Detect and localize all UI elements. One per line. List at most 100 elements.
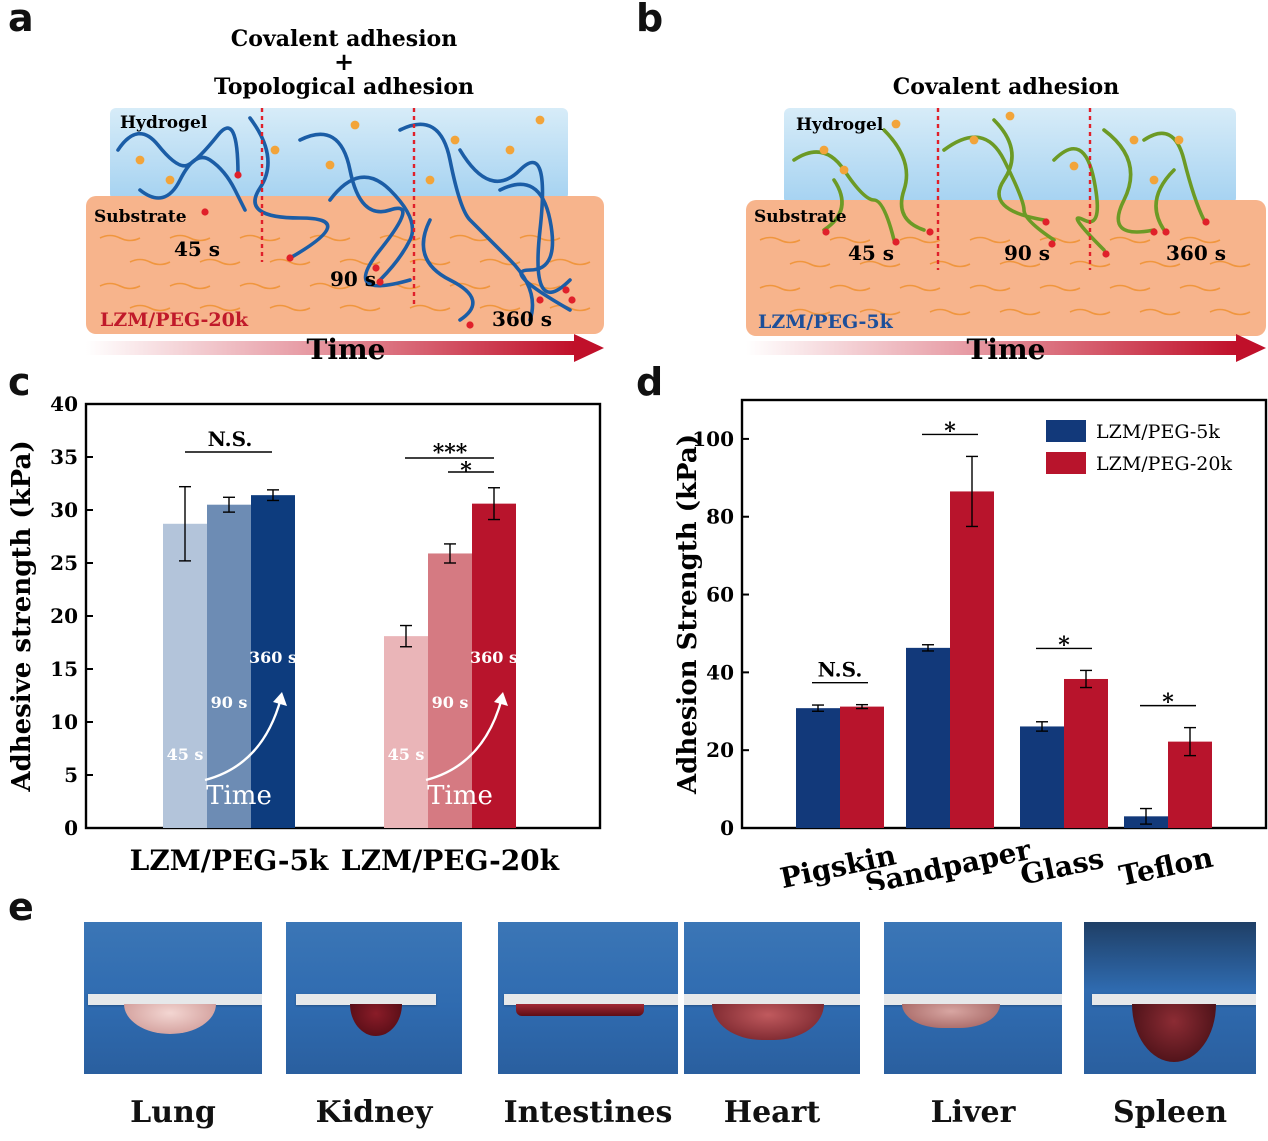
kidney-tissue <box>350 1004 402 1036</box>
chain-end-dot <box>926 228 934 236</box>
substrate-wave <box>339 258 381 266</box>
crosslink-bead <box>819 145 829 155</box>
substrate-wave <box>1209 308 1251 316</box>
panel-a-time-label: Time <box>307 333 386 366</box>
polymer-chain <box>458 148 572 294</box>
panel-a-hydrogel-label: Hydrogel <box>120 113 208 133</box>
substrate-wave <box>789 308 831 316</box>
y-tick-label: 35 <box>50 445 78 469</box>
panel-b-letter: b <box>636 0 664 40</box>
substrate-wave <box>409 304 451 312</box>
panel-a-time-arrow <box>86 341 574 355</box>
polymer-chain <box>328 175 415 282</box>
panel-a-time-90: 90 s <box>330 267 376 291</box>
substrate-wave <box>1139 260 1181 268</box>
substrate-wave <box>969 284 1011 292</box>
chain-end-dot <box>536 296 544 304</box>
bar <box>428 553 472 828</box>
time-curve-label: Time <box>206 781 272 811</box>
crosslink-bead <box>891 119 901 129</box>
substrate-wave <box>999 260 1041 268</box>
sig-label: * <box>944 418 956 444</box>
x-category-label: LZM/PEG-5k <box>130 844 329 877</box>
bar <box>384 636 428 828</box>
legend-label: LZM/PEG-5k <box>1096 421 1220 443</box>
substrate-wave <box>759 236 801 244</box>
bar <box>840 706 884 828</box>
chain-end-dot <box>1202 218 1210 226</box>
sig-label: N.S. <box>208 427 253 451</box>
substrate-wave <box>859 308 901 316</box>
panel-b-title: Covalent adhesion <box>893 74 1119 100</box>
spleen-tissue <box>1132 1004 1216 1062</box>
substrate-wave <box>1039 284 1081 292</box>
substrate-wave <box>309 234 351 242</box>
chain-end-dot <box>562 286 570 294</box>
panel-e-letter: e <box>8 885 34 929</box>
time-curve-arrowhead <box>273 692 287 706</box>
x-category-label: Glass <box>1017 842 1106 890</box>
chain-end-dot <box>1150 228 1158 236</box>
polymer-chain <box>822 178 844 232</box>
bar <box>796 708 840 828</box>
polymer-chain <box>1154 168 1176 232</box>
chain-end-dot <box>372 264 380 272</box>
panel-a-material-label: LZM/PEG-20k <box>100 309 249 331</box>
crosslink-bead <box>839 165 849 175</box>
y-tick-label: 30 <box>50 498 78 522</box>
polymer-chain <box>1052 147 1106 252</box>
panel-a-substrate-layer <box>86 196 604 334</box>
substrate-wave <box>199 304 241 312</box>
bar <box>1020 726 1064 828</box>
panel-b-substrate-label: Substrate <box>754 207 847 227</box>
legend-swatch <box>1046 452 1086 474</box>
bar-time-label: 360 s <box>470 648 518 667</box>
y-tick-label: 0 <box>720 816 734 840</box>
plot-frame <box>740 398 1268 830</box>
crosslink-bead <box>505 145 515 155</box>
time-curve-arrow <box>425 697 504 782</box>
polymer-chain <box>792 150 896 242</box>
y-tick-label: 60 <box>706 583 734 607</box>
organ-label-spleen: Spleen <box>1112 1095 1228 1130</box>
substrate-wave <box>759 284 801 292</box>
polymer-chain <box>882 128 926 232</box>
substrate-wave <box>1179 236 1221 244</box>
substrate-wave <box>899 284 941 292</box>
heart-tissue <box>712 1004 824 1040</box>
photo-spleen <box>1084 922 1256 1074</box>
panel-b-material-label: LZM/PEG-5k <box>758 311 894 333</box>
chain-end-dot <box>376 278 384 286</box>
y-tick-label: 20 <box>706 738 734 762</box>
bar-time-label: 45 s <box>388 745 425 764</box>
time-curve-arrowhead <box>494 692 508 706</box>
substrate-wave <box>1109 236 1151 244</box>
sig-label: * <box>460 458 472 484</box>
crosslink-bead <box>1129 135 1139 145</box>
panel-d-letter: d <box>636 360 664 404</box>
panel-a-time-360: 360 s <box>492 307 552 331</box>
y-tick-label: 20 <box>50 604 78 628</box>
chain-end-dot <box>1042 218 1050 226</box>
y-tick-label: 80 <box>706 505 734 529</box>
substrate-wave <box>239 234 281 242</box>
y-tick-label: 40 <box>706 660 734 684</box>
polymer-chain <box>421 218 475 322</box>
bar <box>950 491 994 828</box>
sig-label: * <box>1162 690 1174 716</box>
organ-label-liver: Liver <box>930 1095 1016 1130</box>
substrate-wave <box>99 282 141 290</box>
panel-a-substrate-label: Substrate <box>94 207 187 227</box>
substrate-wave <box>929 260 971 268</box>
bar <box>1064 678 1108 828</box>
intestines-tissue <box>516 1004 644 1016</box>
y-tick-label: 100 <box>692 427 734 451</box>
organ-label-heart: Heart <box>723 1095 821 1130</box>
panel-b-time-90: 90 s <box>1004 241 1050 265</box>
substrate-wave <box>129 258 171 266</box>
panel-b-time-arrowhead <box>1236 334 1266 362</box>
polymer-chain <box>1102 128 1156 234</box>
chain-end-dot <box>234 171 242 179</box>
panel-b-time-45: 45 s <box>848 241 894 265</box>
